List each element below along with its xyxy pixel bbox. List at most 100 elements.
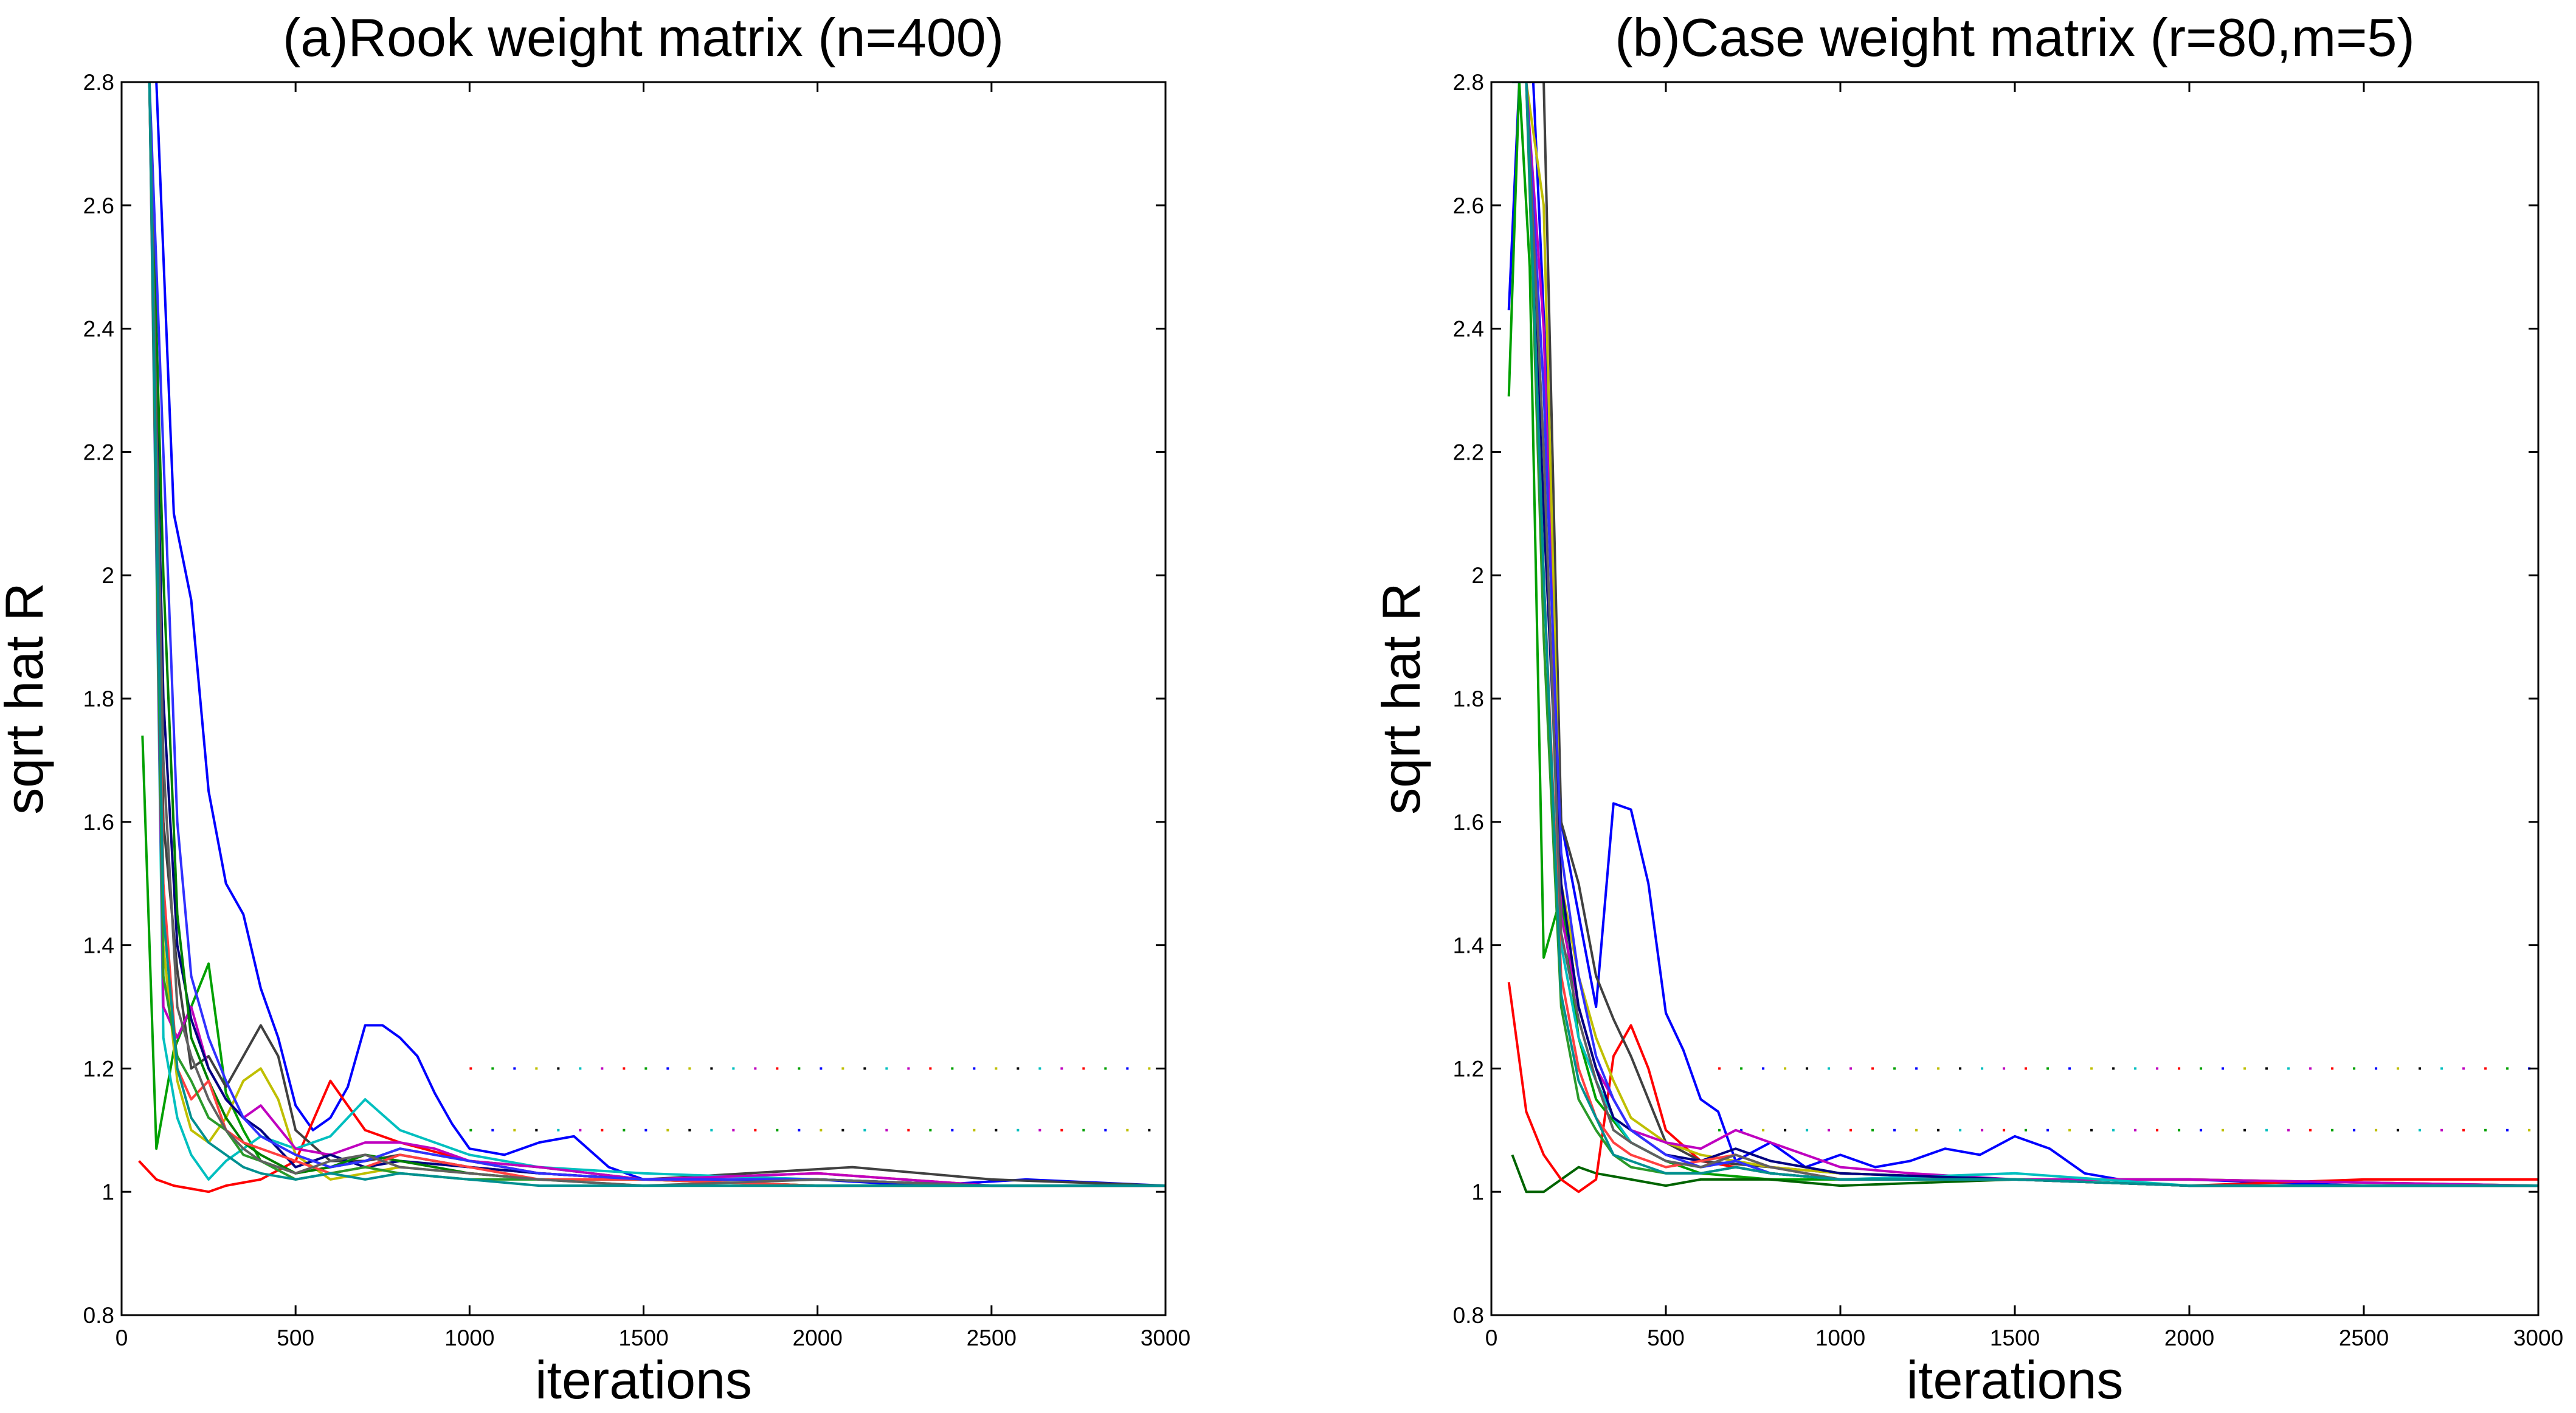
reference-dot-1.1 [841, 1128, 844, 1131]
y-tick-label: 2.4 [83, 317, 114, 342]
y-axis-label: sqrt hat R [0, 582, 54, 814]
reference-dot-1.2 [2462, 1067, 2465, 1070]
reference-dot-1.1 [666, 1128, 669, 1131]
reference-dot-1.2 [1762, 1067, 1765, 1070]
reference-dot-1.1 [2528, 1128, 2531, 1131]
reference-dot-1.2 [2309, 1067, 2312, 1070]
reference-dot-1.2 [710, 1067, 713, 1070]
reference-dot-1.1 [2156, 1128, 2159, 1131]
reference-dot-1.2 [2222, 1067, 2225, 1070]
reference-dot-1.1 [2025, 1128, 2028, 1131]
x-tick-label: 2000 [2164, 1325, 2214, 1350]
reference-dot-1.1 [2440, 1128, 2443, 1131]
reference-dot-1.1 [2506, 1128, 2509, 1131]
reference-dot-1.1 [907, 1128, 910, 1131]
x-tick-label: 2000 [793, 1325, 843, 1350]
reference-dot-1.2 [2397, 1067, 2400, 1070]
y-tick-label: 1.8 [1453, 686, 1484, 711]
reference-dot-1.2 [2134, 1067, 2137, 1070]
y-tick-label: 2.2 [1453, 440, 1484, 465]
panel-a: 0 500 1000 1500 2000 2500 3000 0.8 1 1.2 1.4 1.6 1.8… [0, 7, 1190, 1410]
reference-dot-1.1 [2419, 1128, 2422, 1131]
reference-dot-1.2 [907, 1067, 910, 1070]
reference-dot-1.2 [1871, 1067, 1874, 1070]
reference-dot-1.2 [1148, 1067, 1151, 1070]
reference-dot-1.2 [2178, 1067, 2181, 1070]
reference-dot-1.2 [732, 1067, 735, 1070]
y-tick-label: 2.6 [1453, 193, 1484, 218]
x-tick-label: 0 [116, 1325, 128, 1350]
reference-dot-1.1 [1718, 1128, 1721, 1131]
reference-dot-1.2 [1718, 1067, 1721, 1070]
x-tick-label: 3000 [2513, 1325, 2563, 1350]
reference-dot-1.1 [929, 1128, 932, 1131]
reference-dot-1.2 [2419, 1067, 2422, 1070]
reference-dot-1.1 [469, 1128, 472, 1131]
reference-dot-1.2 [491, 1067, 494, 1070]
reference-dot-1.2 [1915, 1067, 1918, 1070]
reference-dot-1.1 [1104, 1128, 1107, 1131]
reference-dot-1.2 [885, 1067, 888, 1070]
reference-dot-1.1 [2068, 1128, 2071, 1131]
plot-area [138, 82, 1165, 1194]
x-tick-label: 1500 [1990, 1325, 2040, 1350]
reference-dot-1.1 [579, 1128, 582, 1131]
reference-dot-1.1 [1126, 1128, 1129, 1131]
reference-dot-1.1 [2222, 1128, 2225, 1131]
y-tick-label: 1.2 [83, 1056, 114, 1081]
reference-dot-1.1 [1937, 1128, 1940, 1131]
y-tick-label: 1.2 [1453, 1056, 1484, 1081]
reference-dot-1.1 [973, 1128, 976, 1131]
reference-dot-1.1 [1762, 1128, 1765, 1131]
reference-dot-1.1 [995, 1128, 998, 1131]
reference-dot-1.1 [2112, 1128, 2115, 1131]
reference-dot-1.2 [535, 1067, 538, 1070]
reference-dot-1.2 [776, 1067, 779, 1070]
reference-dot-1.1 [1038, 1128, 1041, 1131]
reference-dot-1.2 [469, 1067, 472, 1070]
reference-dot-1.1 [2484, 1128, 2487, 1131]
reference-dot-1.2 [579, 1067, 582, 1070]
reference-dot-1.1 [2287, 1128, 2290, 1131]
reference-dot-1.1 [1893, 1128, 1896, 1131]
reference-dot-1.2 [666, 1067, 669, 1070]
x-tick-label: 1000 [1815, 1325, 1865, 1350]
y-tick-label: 1.6 [1453, 810, 1484, 835]
reference-dot-1.2 [2287, 1067, 2290, 1070]
reference-dot-1.1 [2375, 1128, 2378, 1131]
reference-dot-1.1 [754, 1128, 757, 1131]
y-tick-label: 1.4 [1453, 933, 1484, 958]
reference-dot-1.2 [1060, 1067, 1063, 1070]
x-axis-label: iterations [535, 1350, 752, 1410]
reference-dot-1.2 [2484, 1067, 2487, 1070]
reference-dot-1.2 [1038, 1067, 1041, 1070]
reference-dot-1.2 [2353, 1067, 2356, 1070]
reference-dot-1.1 [885, 1128, 888, 1131]
series-line-chain-14 [1512, 82, 2538, 1187]
reference-dot-1.2 [2003, 1067, 2006, 1070]
reference-dot-1.1 [1060, 1128, 1063, 1131]
reference-dot-1.2 [820, 1067, 823, 1070]
reference-dot-1.1 [2353, 1128, 2356, 1131]
reference-dot-1.1 [1806, 1128, 1809, 1131]
x-tick-label: 500 [277, 1325, 314, 1350]
reference-dot-1.1 [535, 1128, 538, 1131]
reference-dot-1.1 [623, 1128, 626, 1131]
reference-dot-1.2 [623, 1067, 626, 1070]
reference-dot-1.2 [929, 1067, 932, 1070]
reference-dot-1.2 [863, 1067, 866, 1070]
reference-dot-1.2 [1740, 1067, 1743, 1070]
reference-dot-1.1 [776, 1128, 779, 1131]
x-tick-label: 0 [1485, 1325, 1498, 1350]
chart-title: (a)Rook weight matrix (n=400) [283, 7, 1004, 67]
x-tick-label: 2500 [2339, 1325, 2389, 1350]
y-tick-label: 2.6 [83, 193, 114, 218]
x-tick-label: 3000 [1141, 1325, 1190, 1350]
reference-dot-1.1 [2200, 1128, 2203, 1131]
reference-dot-1.1 [1082, 1128, 1085, 1131]
reference-dot-1.1 [2265, 1128, 2268, 1131]
reference-dot-1.2 [754, 1067, 757, 1070]
reference-dot-1.1 [2331, 1128, 2334, 1131]
reference-dot-1.1 [1981, 1128, 1984, 1131]
